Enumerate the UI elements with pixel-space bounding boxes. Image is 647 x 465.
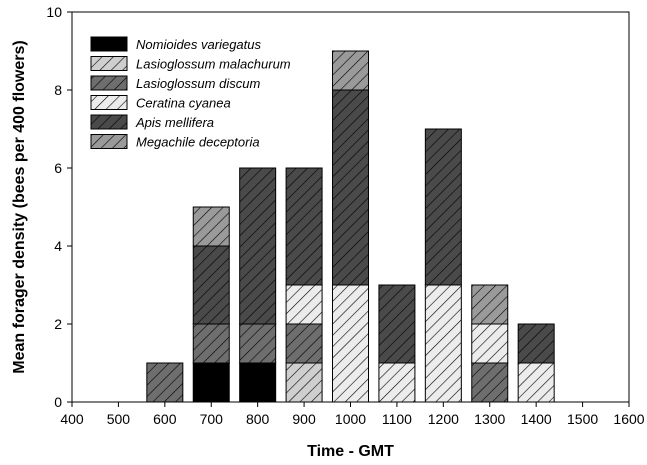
bar-900-ceratina-cyanea	[285, 284, 323, 325]
legend: Nomioides variegatus Lasioglossum malachu…	[90, 36, 291, 150]
legend-label-megachile-deceptoria: Megachile deceptoria	[136, 135, 260, 150]
bar-1200-ceratina-cyanea	[424, 284, 462, 403]
bar-600-lasioglossum-discum	[146, 362, 184, 403]
bar-1300-megachile-deceptoria	[471, 284, 509, 325]
legend-label-ceratina-cyanea: Ceratina cyanea	[136, 96, 231, 111]
bar-1000-ceratina-cyanea	[332, 284, 369, 403]
y-axis-label: Mean forager density (bees per 400 flowe…	[11, 40, 28, 373]
legend-label-apis-mellifera: Apis mellifera	[135, 115, 214, 130]
bar-1300-ceratina-cyanea	[471, 323, 509, 364]
x-tick-label: 700	[200, 411, 224, 427]
x-tick-label: 1000	[335, 411, 366, 427]
x-tick-label: 1300	[474, 411, 505, 427]
legend-swatch-nomioides-variegatus	[90, 36, 128, 52]
legend-label-lasioglossum-malachurum: Lasioglossum malachurum	[136, 57, 291, 72]
bar-700-apis-mellifera	[192, 245, 230, 325]
x-axis-label: Time - GMT	[307, 443, 394, 460]
bar-1000-apis-mellifera	[332, 89, 369, 286]
bar-900-apis-mellifera	[285, 167, 323, 286]
bar-1200-apis-mellifera	[424, 128, 462, 286]
y-tick-label: 10	[46, 4, 62, 20]
bar-800-nomioides-variegatus	[239, 362, 277, 403]
y-tick-label: 4	[54, 238, 62, 254]
bar-700-lasioglossum-discum	[192, 323, 230, 364]
y-tick-label: 8	[54, 82, 62, 98]
x-tick-label: 1100	[382, 411, 412, 427]
legend-swatch-ceratina-cyanea	[90, 95, 128, 110]
bar-1300-lasioglossum-discum	[471, 362, 509, 403]
x-tick-label: 1200	[428, 411, 459, 427]
y-tick-label: 0	[54, 394, 62, 410]
bar-1400-apis-mellifera	[517, 323, 555, 364]
bar-1000-megachile-deceptoria	[332, 50, 369, 91]
bar-800-lasioglossum-discum	[239, 323, 277, 364]
legend-label-nomioides-variegatus: Nomioides variegatus	[136, 37, 262, 52]
y-tick-label: 6	[54, 160, 62, 176]
legend-swatch-lasioglossum-malachurum	[90, 56, 128, 71]
bar-1400-ceratina-cyanea	[517, 362, 555, 403]
bars-group	[146, 50, 555, 403]
x-ticks: 400 500 600 700 800 900 1000 1100 1200 1300 1400 15…	[60, 402, 645, 427]
bar-700-nomioides-variegatus	[192, 362, 230, 403]
x-tick-label: 800	[246, 411, 270, 427]
bar-700-megachile-deceptoria	[192, 206, 230, 247]
bar-1100-ceratina-cyanea	[378, 362, 416, 403]
x-tick-label: 500	[107, 411, 131, 427]
x-tick-label: 400	[60, 411, 84, 427]
legend-swatch-apis-mellifera	[90, 114, 128, 130]
legend-swatch-megachile-deceptoria	[90, 134, 128, 149]
y-ticks: 0 2 4 6 8 10	[46, 4, 72, 410]
x-tick-label: 600	[153, 411, 177, 427]
x-tick-label: 1500	[567, 411, 598, 427]
x-tick-label: 1400	[521, 411, 552, 427]
legend-label-lasioglossum-discum: Lasioglossum discum	[136, 76, 260, 91]
y-tick-label: 2	[54, 316, 62, 332]
x-tick-label: 900	[292, 411, 316, 427]
legend-swatch-lasioglossum-discum	[90, 75, 128, 91]
bar-1100-apis-mellifera	[378, 284, 416, 364]
x-tick-label: 1600	[613, 411, 644, 427]
bar-800-apis-mellifera	[239, 167, 277, 325]
bar-900-lasioglossum-discum	[285, 323, 323, 364]
bar-900-lasioglossum-malachurum	[285, 362, 323, 403]
